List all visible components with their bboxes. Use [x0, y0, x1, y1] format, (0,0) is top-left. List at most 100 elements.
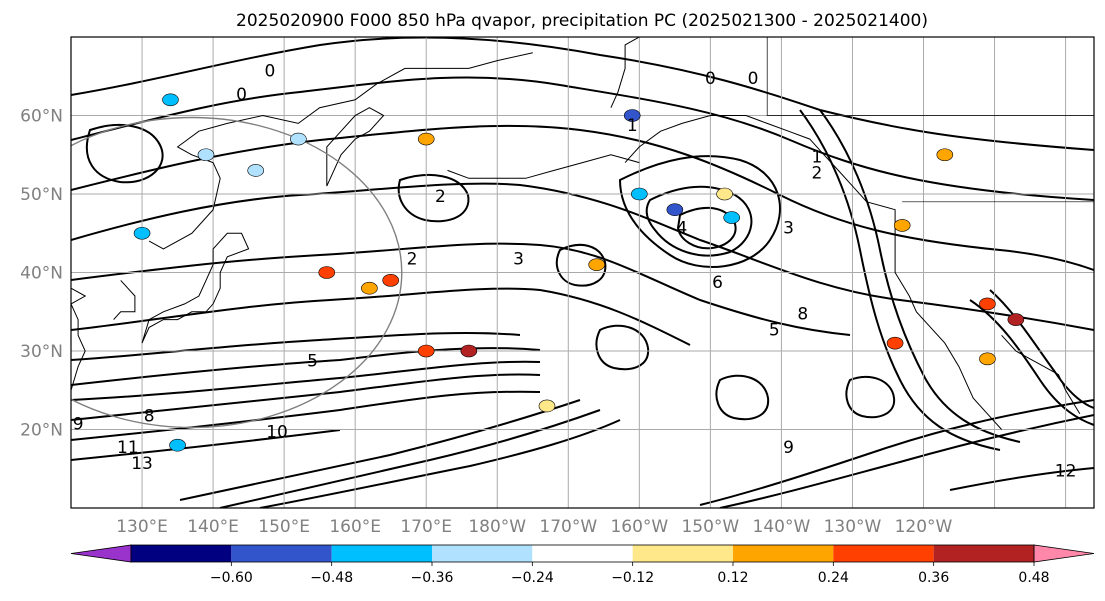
colorbar-segment — [833, 545, 934, 562]
precip-patch — [979, 352, 996, 366]
contour-label: 4 — [677, 218, 688, 238]
grey-range-circle — [71, 116, 403, 429]
contour-label: 9 — [73, 415, 84, 435]
lat-label: 60°N — [20, 107, 63, 127]
lat-label: 30°N — [20, 342, 63, 362]
lon-label: 140°W — [753, 517, 811, 537]
colorbar-tick-label: −0.60 — [210, 570, 253, 586]
precip-patch — [169, 438, 186, 452]
precip-patch — [197, 148, 215, 162]
colorbar-tick-label: 0.12 — [717, 570, 748, 586]
colorbar-segment — [131, 545, 232, 562]
contour-label: 2 — [435, 187, 446, 207]
precip-patch — [979, 297, 996, 311]
coastline — [624, 115, 1002, 430]
coastline — [1001, 334, 1081, 415]
latitude-labels: 60°N 50°N 40°N 30°N 20°N — [20, 107, 63, 441]
contour-label: 8 — [144, 407, 155, 427]
contour-label: 2 — [407, 250, 418, 270]
colorbar-arrow-right — [1033, 544, 1095, 563]
lon-label: 130°W — [824, 517, 882, 537]
precip-patch — [133, 226, 151, 240]
lon-label: 150°W — [681, 517, 739, 537]
contour-label: 13 — [131, 454, 153, 474]
lat-label: 20°N — [20, 421, 63, 441]
colorbar-tick-label: −0.24 — [511, 570, 554, 586]
range-ring — [71, 116, 403, 429]
lon-label: 170°E — [400, 517, 452, 537]
longitude-labels: 130°E 140°E 150°E 160°E 170°E 180°W 170°W 160°W… — [116, 517, 952, 537]
contour-label: 2 — [812, 163, 823, 183]
contour-label: 6 — [712, 273, 723, 293]
colorbar-segment — [231, 545, 332, 562]
contour-label: 0 — [705, 69, 716, 89]
colorbar-segment — [632, 545, 733, 562]
colorbar-segment — [933, 545, 1034, 562]
precip-patch — [936, 148, 954, 162]
contour-label: 10 — [266, 422, 288, 442]
contour-label: 5 — [769, 320, 780, 340]
precip-patch — [666, 203, 684, 216]
precip-patch — [290, 132, 307, 146]
colorbar-tick-label: 0.48 — [1018, 570, 1049, 586]
contour-label: 3 — [513, 250, 524, 270]
contour-label: 5 — [307, 352, 318, 372]
colorbar-tick-label: −0.48 — [310, 570, 353, 586]
contour-label: 9 — [783, 438, 794, 458]
precip-patch — [460, 344, 478, 358]
precipitation-patches — [133, 93, 1025, 452]
lon-label: 160°W — [610, 517, 668, 537]
contour-label: 0 — [236, 85, 247, 105]
precip-patch — [247, 164, 265, 177]
precip-patch — [716, 187, 733, 201]
precip-patch — [588, 258, 606, 271]
coastline — [326, 107, 385, 187]
colorbar-segment — [733, 545, 834, 562]
precip-patch — [382, 274, 399, 287]
contour-label: 1 — [627, 116, 638, 136]
colorbar-arrow-left — [70, 544, 132, 563]
plot-frame — [70, 36, 1095, 509]
coastline — [447, 154, 640, 179]
colorbar-tick-label: 0.24 — [818, 570, 849, 586]
lon-label: 160°E — [329, 517, 381, 537]
contour-label: 12 — [1055, 462, 1077, 482]
colorbar-tick-label: −0.36 — [411, 570, 454, 586]
precip-patch — [893, 219, 911, 232]
colorbar-segment — [532, 545, 633, 562]
colorbar-segment — [331, 545, 432, 562]
precip-patch — [631, 187, 648, 201]
contour-label: 0 — [748, 69, 759, 89]
qvapor-contours — [71, 37, 1094, 508]
lon-label: 180°W — [468, 517, 526, 537]
precip-patch — [417, 132, 435, 146]
contour-label: 3 — [783, 218, 794, 238]
contour-label: 8 — [797, 305, 808, 325]
colorbar-frame — [130, 544, 1035, 563]
lon-label: 130°E — [116, 517, 168, 537]
lat-label: 40°N — [20, 264, 63, 284]
colorbar-tick-label: 0.36 — [918, 570, 949, 586]
coastline — [141, 232, 250, 344]
colorbar-segment — [432, 545, 533, 562]
precip-patch — [361, 281, 378, 295]
coastline — [610, 37, 640, 108]
precip-patch — [1007, 313, 1025, 326]
contour-label: 0 — [265, 61, 276, 81]
contour-label: 1 — [812, 148, 823, 168]
coastline — [113, 280, 136, 320]
precip-patch — [417, 344, 435, 358]
lon-label: 170°W — [539, 517, 597, 537]
lon-label: 140°E — [187, 517, 239, 537]
precip-patch — [538, 399, 556, 413]
precip-patch — [318, 266, 336, 279]
precip-patch — [886, 336, 904, 350]
precip-patch — [162, 93, 179, 107]
political-border — [766, 37, 839, 116]
colorbar: −0.60 −0.48 −0.36 −0.24 −0.12 0.12 0.24 0.36 0.4… — [70, 544, 1095, 586]
lon-label: 120°W — [895, 517, 953, 537]
precip-patch — [623, 109, 641, 122]
contour-label: 11 — [117, 438, 139, 458]
